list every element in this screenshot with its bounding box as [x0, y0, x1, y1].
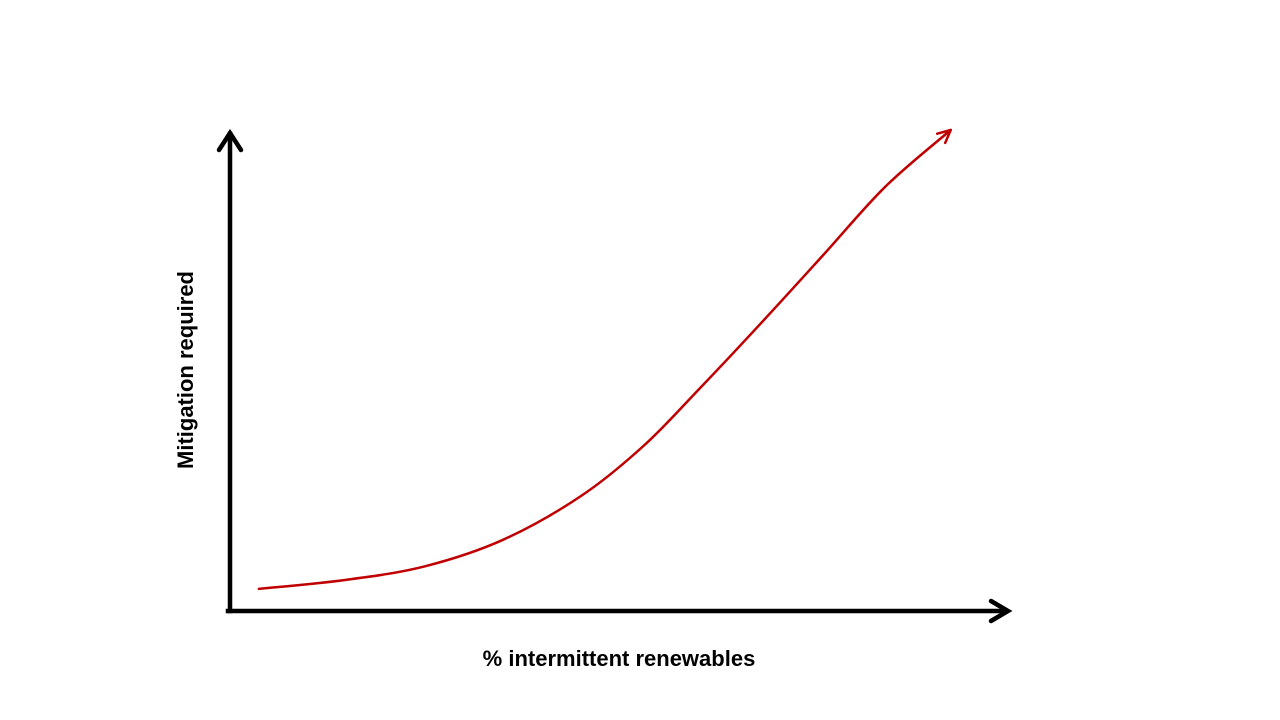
axes — [216, 128, 1013, 624]
y-axis-arrowhead — [216, 128, 244, 153]
x-axis-arrowhead — [988, 598, 1013, 624]
series-line-0 — [257, 128, 952, 591]
series-arrowhead-0 — [935, 128, 952, 145]
x-axis-label: % intermittent renewables — [483, 646, 756, 671]
y-axis-label: Mitigation required — [173, 271, 198, 469]
plot-area — [257, 128, 952, 591]
